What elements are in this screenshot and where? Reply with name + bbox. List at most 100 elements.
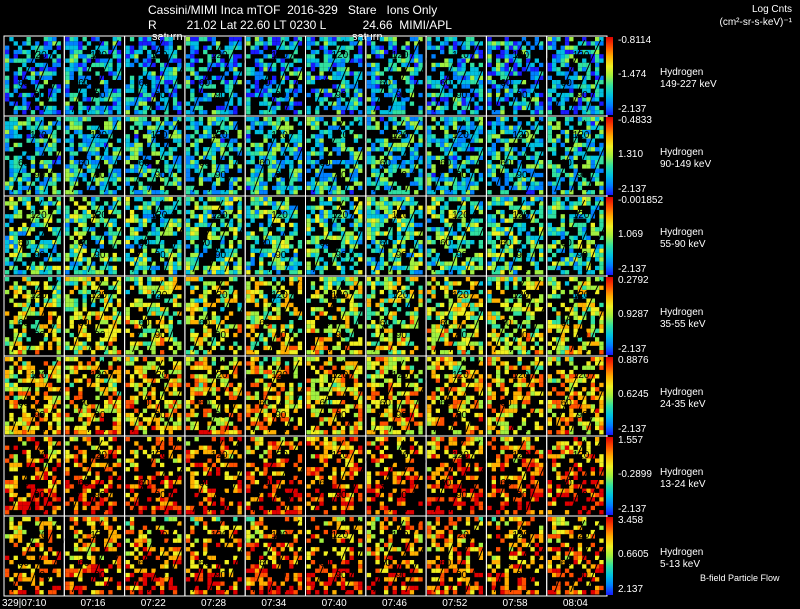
data-pixel <box>203 151 208 156</box>
data-pixel <box>491 110 496 115</box>
data-pixel <box>172 218 178 223</box>
data-pixel <box>297 41 303 46</box>
data-pixel <box>30 181 36 186</box>
contour-label: 120 <box>512 50 529 61</box>
data-pixel <box>52 138 57 143</box>
data-pixel <box>26 58 31 63</box>
data-pixel <box>172 147 178 152</box>
data-pixel <box>323 147 328 152</box>
data-pixel <box>9 205 14 210</box>
data-pixel <box>56 58 61 63</box>
data-pixel <box>332 235 337 240</box>
data-pixel <box>48 181 53 186</box>
data-pixel <box>418 261 423 266</box>
data-pixel <box>388 248 393 253</box>
data-pixel <box>95 289 100 295</box>
data-pixel <box>409 270 415 275</box>
data-pixel <box>22 185 27 191</box>
data-pixel <box>577 185 583 191</box>
data-pixel <box>556 172 561 178</box>
pitch-angle-contour <box>71 119 103 193</box>
data-pixel <box>43 285 48 290</box>
data-pixel <box>48 244 53 249</box>
data-pixel <box>138 97 143 102</box>
data-pixel <box>353 244 359 249</box>
data-pixel <box>401 105 406 111</box>
data-pixel <box>560 110 565 115</box>
data-pixel <box>177 168 182 173</box>
data-pixel <box>293 80 298 85</box>
data-pixel <box>293 231 298 236</box>
data-pixel <box>35 105 40 111</box>
data-pixel <box>65 345 70 351</box>
data-pixel <box>26 205 31 210</box>
data-pixel <box>297 261 303 266</box>
data-pixel <box>78 125 83 130</box>
data-pixel <box>129 227 135 232</box>
data-pixel <box>521 80 527 85</box>
data-pixel <box>289 261 294 266</box>
data-pixel <box>267 105 272 111</box>
data-pixel <box>470 201 475 206</box>
data-pixel <box>147 185 152 191</box>
data-pixel <box>56 138 61 143</box>
data-pixel <box>513 67 518 72</box>
data-pixel <box>26 311 31 316</box>
data-pixel <box>129 101 135 106</box>
data-pixel <box>267 240 272 245</box>
data-pixel <box>116 75 122 80</box>
data-pixel <box>392 201 397 206</box>
data-pixel <box>142 172 148 178</box>
data-pixel <box>500 54 505 59</box>
data-pixel <box>190 214 195 219</box>
data-pixel <box>82 231 87 236</box>
data-pixel <box>487 160 492 165</box>
data-pixel <box>142 265 148 271</box>
data-pixel <box>138 252 143 258</box>
data-pixel <box>108 341 113 346</box>
data-pixel <box>280 75 285 80</box>
data-pixel <box>319 129 324 135</box>
data-pixel <box>129 84 135 89</box>
data-pixel <box>340 75 346 80</box>
data-pixel <box>267 92 272 98</box>
data-pixel <box>142 261 148 266</box>
data-pixel <box>155 151 160 156</box>
data-pixel <box>250 201 255 206</box>
data-pixel <box>595 181 600 186</box>
data-pixel <box>595 71 600 76</box>
data-pixel <box>521 201 527 206</box>
data-pixel <box>414 252 419 258</box>
data-pixel <box>211 164 216 169</box>
data-pixel <box>22 151 27 156</box>
data-pixel <box>530 261 535 266</box>
data-pixel <box>104 298 109 303</box>
data-pixel <box>452 138 458 143</box>
data-pixel <box>590 110 595 115</box>
data-pixel <box>440 105 445 111</box>
data-pixel <box>401 147 406 152</box>
data-pixel <box>254 75 260 80</box>
data-pixel <box>289 125 294 130</box>
data-pixel <box>138 261 143 266</box>
data-pixel <box>539 205 544 210</box>
data-pixel <box>185 160 191 165</box>
data-pixel <box>340 138 346 143</box>
data-pixel <box>345 231 350 236</box>
data-pixel <box>431 201 436 206</box>
data-pixel <box>513 58 518 63</box>
data-pixel <box>358 97 363 102</box>
data-pixel <box>190 125 195 130</box>
data-pixel <box>39 311 44 316</box>
data-pixel <box>504 265 509 271</box>
data-pixel <box>590 240 595 245</box>
data-pixel <box>452 125 458 130</box>
data-pixel <box>91 261 96 266</box>
data-pixel <box>547 92 552 98</box>
data-pixel <box>435 121 440 126</box>
data-pixel <box>332 190 337 195</box>
data-pixel <box>560 129 565 135</box>
data-pixel <box>263 62 268 68</box>
data-pixel <box>272 67 277 72</box>
data-pixel <box>160 315 165 320</box>
